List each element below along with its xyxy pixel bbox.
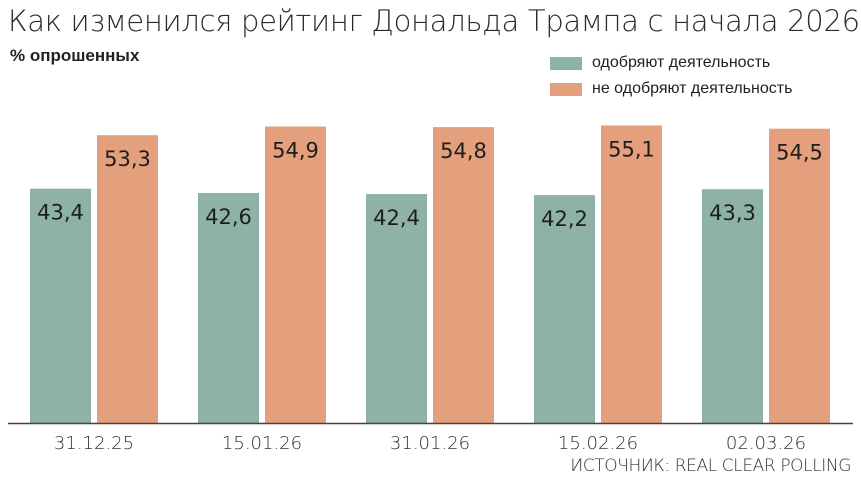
bar-disapprove-1 <box>265 126 326 423</box>
unit-label: % опрошенных <box>10 46 140 65</box>
data-label-approve-4: 43,3 <box>709 201 756 225</box>
legend: одобряют деятельность не одобряют деятел… <box>550 50 792 102</box>
data-label-approve-1: 42,6 <box>205 205 252 229</box>
x-tick-label-1: 15.01.26 <box>222 433 302 454</box>
bar-disapprove-2 <box>433 127 494 423</box>
bar-approve-3 <box>534 195 595 423</box>
bar-approve-4 <box>702 189 763 423</box>
legend-label-disapprove: не одобряют деятельность <box>592 80 793 97</box>
bar-approve-2 <box>366 194 427 423</box>
chart-title: Как изменился рейтинг Дональда Трампа с … <box>8 4 861 38</box>
x-tick-label-2: 31.01.26 <box>390 433 470 454</box>
bar-disapprove-4 <box>769 128 830 423</box>
bar-disapprove-0 <box>97 135 158 423</box>
data-label-disapprove-3: 55,1 <box>608 137 655 161</box>
legend-item-approve: одобряют деятельность <box>550 50 792 76</box>
x-tick-label-4: 02.03.26 <box>726 433 806 454</box>
bar-approve-0 <box>30 188 91 423</box>
bar-approve-1 <box>198 192 259 423</box>
data-label-disapprove-1: 54,9 <box>272 139 319 163</box>
legend-swatch-approve <box>550 56 582 70</box>
bar-disapprove-3 <box>601 125 662 424</box>
x-tick-label-0: 31.12.25 <box>54 433 134 454</box>
data-label-approve-3: 42,2 <box>541 207 588 231</box>
legend-label-approve: одобряют деятельность <box>592 54 771 71</box>
legend-item-disapprove: не одобряют деятельность <box>550 76 792 102</box>
x-tick-label-3: 15.02.26 <box>558 433 638 454</box>
data-label-approve-2: 42,4 <box>373 206 420 230</box>
data-label-approve-0: 43,4 <box>37 201 84 225</box>
data-label-disapprove-4: 54,5 <box>776 141 823 165</box>
source-note: ИСТОЧНИК: REAL CLEAR POLLING <box>570 456 851 476</box>
data-label-disapprove-2: 54,8 <box>440 139 487 163</box>
legend-swatch-disapprove <box>550 82 582 96</box>
data-label-disapprove-0: 53,3 <box>104 147 151 171</box>
